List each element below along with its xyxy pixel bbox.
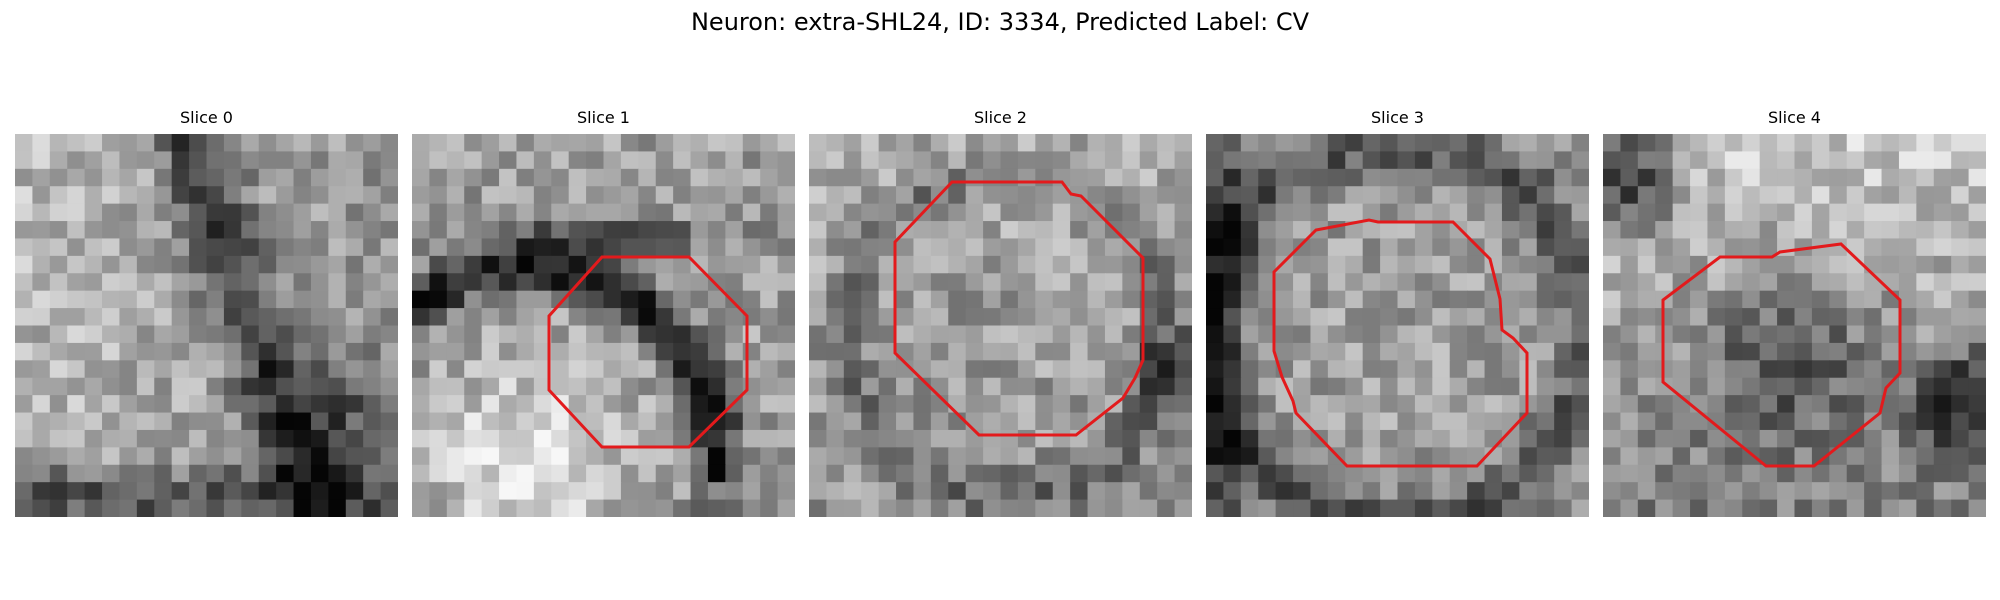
slice-title-4: Slice 4 — [1768, 108, 1821, 127]
figure-title: Neuron: extra-SHL24, ID: 3334, Predicted… — [690, 8, 1310, 36]
slice-title-2: Slice 2 — [974, 108, 1027, 127]
slice-image-4 — [1603, 134, 1986, 517]
slice-panel-3: Slice 3 — [1206, 108, 1589, 517]
slice-title-0: Slice 0 — [180, 108, 233, 127]
slice-image-2 — [809, 134, 1192, 517]
cell-contour-2 — [893, 180, 1145, 437]
slice-panel-2: Slice 2 — [809, 108, 1192, 517]
cell-contour-4 — [1661, 242, 1902, 468]
slice-image-3 — [1206, 134, 1589, 517]
slice-image-0 — [15, 134, 398, 517]
slice-panel-1: Slice 1 — [412, 108, 795, 517]
slice-panel-0: Slice 0 — [15, 108, 398, 517]
cell-contour-3 — [1272, 218, 1529, 468]
slice-panel-4: Slice 4 — [1603, 108, 1986, 517]
slice-image-1 — [412, 134, 795, 517]
slice-title-1: Slice 1 — [577, 108, 630, 127]
slice-title-3: Slice 3 — [1371, 108, 1424, 127]
cell-contour-1 — [547, 255, 749, 449]
